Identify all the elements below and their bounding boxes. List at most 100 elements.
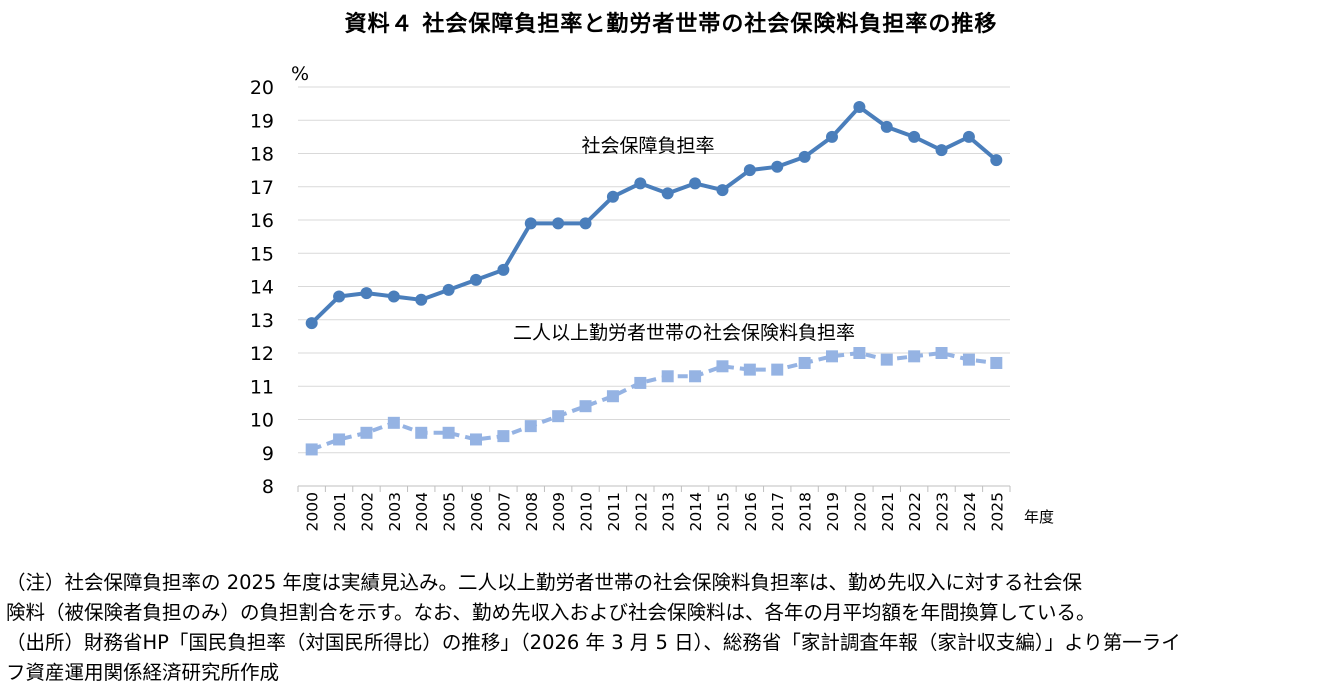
x-tick-label: 2021 (879, 492, 897, 531)
x-tick-label: 2013 (660, 492, 678, 531)
x-tick-label: 2025 (988, 492, 1006, 531)
data-point (552, 217, 565, 230)
x-tick-label: 2023 (934, 492, 952, 531)
data-point (634, 177, 647, 190)
x-tick-label: 2007 (495, 492, 513, 531)
x-tick-label: 2024 (961, 492, 979, 531)
note-line: （出所）財務省HP「国民負担率（対国民所得比）の推移」（2026 年 3 月 5… (6, 631, 1181, 654)
data-point (606, 190, 619, 203)
data-point (524, 420, 537, 433)
data-point (935, 144, 948, 157)
data-point (908, 350, 921, 363)
x-tick-label: 2009 (550, 492, 568, 531)
data-point (689, 370, 702, 383)
x-tick-label: 2017 (769, 492, 787, 531)
data-point (826, 350, 838, 363)
y-unit-label: % (291, 63, 309, 85)
x-tick-label: 2011 (605, 492, 623, 531)
series-label-insurance: 二人以上勤労者世帯の社会保険料負担率 (513, 322, 855, 344)
x-tick-label: 2001 (331, 492, 349, 531)
data-point (798, 356, 811, 369)
y-tick-label: 13 (250, 310, 274, 332)
data-point (880, 120, 893, 133)
x-tick-label: 2010 (578, 492, 596, 531)
series-group (305, 100, 1003, 456)
data-point (908, 130, 921, 143)
x-tick-label: 2016 (742, 492, 760, 531)
y-tick-label: 16 (250, 210, 274, 232)
data-point (962, 130, 975, 143)
x-tick-label: 2018 (797, 492, 815, 531)
x-axis: 2000 2001 2002 2003 2004 2005 2006 2007 2008 2009… (297, 486, 1011, 531)
series-label-social-security: 社会保障負担率 (581, 135, 714, 157)
data-point (470, 273, 482, 286)
x-tick-label: 2008 (523, 492, 541, 531)
note-line: 険料（被保険者負担のみ）の負担割合を示す。なお、勤め先収入および社会保険料は、各… (6, 601, 1096, 624)
data-point (990, 154, 1003, 167)
data-point (442, 426, 455, 439)
data-point (360, 426, 373, 439)
note-line: （注）社会保障負担率の 2025 年度は実績見込み。二人以上勤労者世帯の社会保険… (6, 571, 1083, 594)
data-point (497, 263, 510, 276)
note-line: フ資産運用関係経済研究所作成 (6, 661, 280, 684)
x-tick-label: 2006 (468, 492, 486, 531)
data-point (962, 353, 975, 366)
y-tick-label: 11 (250, 376, 274, 398)
data-point (470, 433, 482, 446)
y-tick-label: 17 (250, 177, 274, 199)
data-point (415, 426, 428, 439)
data-point (415, 293, 428, 306)
data-point (552, 410, 565, 423)
data-point (880, 353, 893, 366)
x-tick-label: 2020 (851, 492, 869, 531)
x-tick-label: 2019 (824, 492, 842, 531)
data-point (634, 376, 647, 389)
data-point (853, 100, 866, 113)
x-tick-label: 2012 (632, 492, 650, 531)
footnotes: （注）社会保障負担率の 2025 年度は実績見込み。二人以上勤労者世帯の社会保険… (6, 568, 1336, 688)
data-point (743, 363, 756, 376)
data-point (360, 287, 373, 300)
data-point (661, 370, 674, 383)
data-point (387, 416, 400, 429)
data-point (853, 347, 866, 359)
y-tick-label: 18 (250, 144, 274, 166)
data-point (661, 187, 674, 200)
y-axis: 8 9 10 11 12 13 14 15 16 17 18 19 20 (250, 77, 274, 498)
y-tick-label: 14 (250, 277, 274, 299)
data-point (387, 290, 400, 303)
chart-title: 資料４ 社会保障負担率と勤労者世帯の社会保険料負担率の推移 (344, 12, 998, 37)
y-tick-label: 9 (262, 443, 274, 465)
data-point (333, 290, 346, 303)
y-tick-label: 20 (250, 77, 274, 99)
y-tick-label: 10 (250, 410, 274, 432)
data-point (579, 400, 592, 413)
x-tick-label: 2000 (304, 492, 322, 531)
data-point (935, 347, 948, 359)
data-point (771, 363, 784, 376)
x-tick-label: 2022 (906, 492, 924, 531)
y-tick-label: 8 (262, 476, 274, 498)
y-tick-label: 15 (250, 243, 274, 265)
data-point (606, 390, 619, 403)
series-line (311, 351, 997, 452)
x-tick-label: 2003 (386, 492, 404, 531)
data-point (689, 177, 702, 190)
x-tick-label: 2004 (413, 492, 431, 531)
data-point (771, 160, 784, 173)
y-tick-label: 19 (250, 110, 274, 132)
data-point (990, 356, 1003, 369)
data-point (305, 443, 318, 456)
data-point (743, 164, 756, 177)
y-tick-label: 12 (250, 343, 274, 365)
data-point (524, 217, 537, 230)
x-unit-label: 年度 (1024, 508, 1054, 526)
x-tick-label: 2015 (714, 492, 732, 531)
data-point (305, 317, 318, 330)
x-tick-label: 2005 (441, 492, 459, 531)
data-point (716, 184, 729, 197)
data-point (716, 360, 729, 373)
data-point (579, 217, 592, 230)
x-tick-label: 2002 (358, 492, 376, 531)
